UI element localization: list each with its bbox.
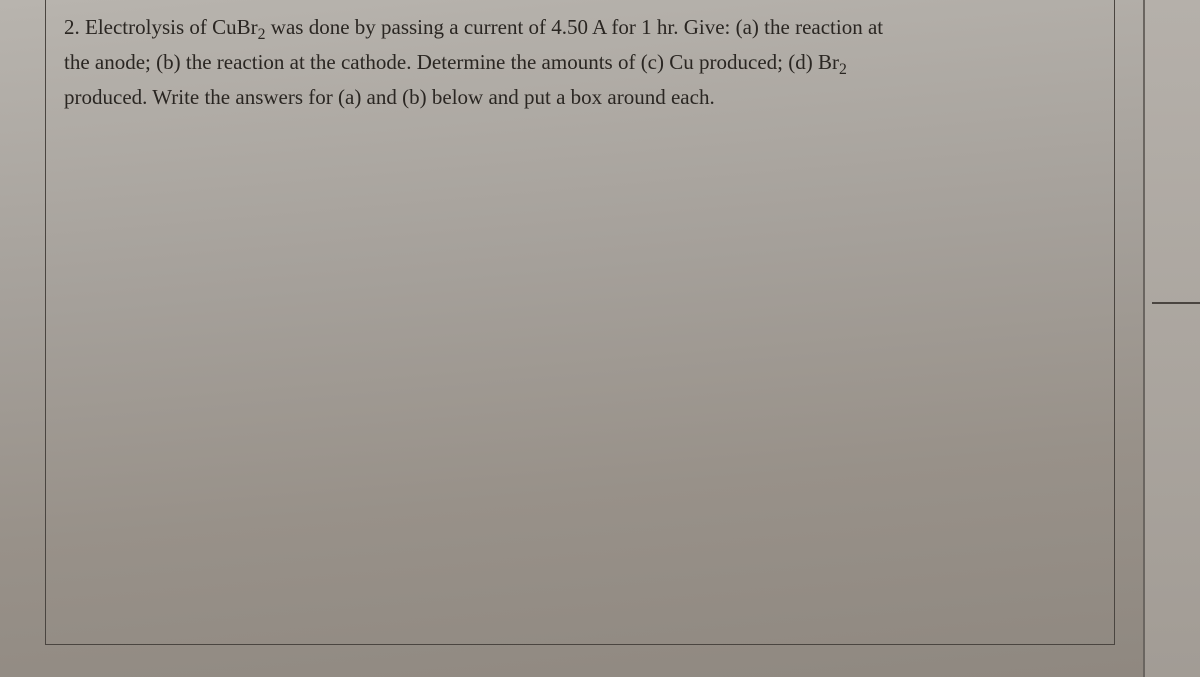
question-part1: Electrolysis of CuBr: [85, 15, 258, 39]
question-part2: the anode; (b) the reaction at the catho…: [64, 50, 839, 74]
right-horizontal-line: [1152, 302, 1200, 304]
subscript-2: 2: [839, 61, 847, 78]
question-number: 2.: [64, 15, 80, 39]
question-part3: produced. Write the answers for (a) and …: [64, 85, 715, 109]
subscript-1: 2: [258, 26, 266, 43]
right-margin: [1145, 0, 1200, 677]
worksheet-page: 2. Electrolysis of CuBr2 was done by pas…: [0, 0, 1145, 677]
question-text: 2. Electrolysis of CuBr2 was done by pas…: [64, 12, 1096, 112]
question-container: 2. Electrolysis of CuBr2 was done by pas…: [45, 0, 1115, 645]
question-part1b: was done by passing a current of 4.50 A …: [266, 15, 884, 39]
